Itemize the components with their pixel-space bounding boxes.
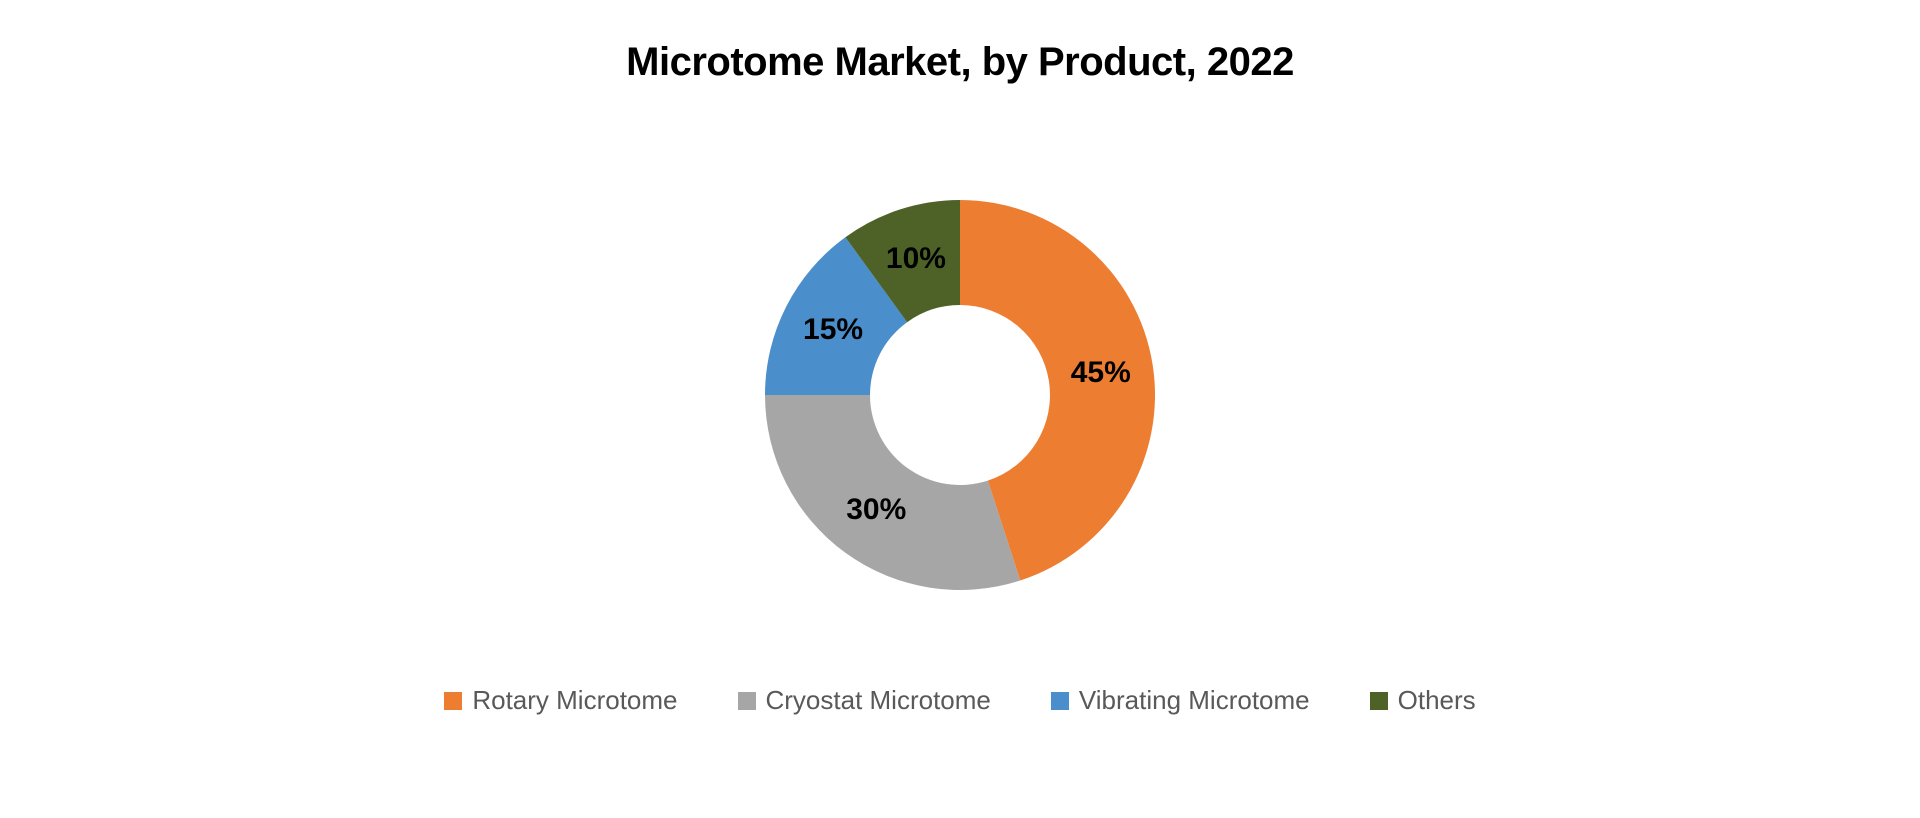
legend-item: Cryostat Microtome (738, 685, 991, 716)
chart-title: Microtome Market, by Product, 2022 (626, 40, 1294, 85)
legend-label: Vibrating Microtome (1079, 685, 1310, 716)
legend-swatch (738, 692, 756, 710)
legend-label: Cryostat Microtome (766, 685, 991, 716)
legend-item: Others (1370, 685, 1476, 716)
legend-swatch (1370, 692, 1388, 710)
slice-label: 10% (886, 242, 946, 276)
legend-item: Vibrating Microtome (1051, 685, 1310, 716)
slice-label: 45% (1071, 356, 1131, 390)
chart-legend: Rotary Microtome Cryostat Microtome Vibrat… (444, 685, 1475, 716)
slice-label: 30% (846, 493, 906, 527)
slice-label: 15% (803, 313, 863, 347)
legend-swatch (1051, 692, 1069, 710)
legend-label: Rotary Microtome (472, 685, 677, 716)
legend-label: Others (1398, 685, 1476, 716)
donut-svg (710, 145, 1210, 645)
legend-item: Rotary Microtome (444, 685, 677, 716)
donut-chart: 45% 30% 15% 10% (710, 145, 1210, 645)
legend-swatch (444, 692, 462, 710)
